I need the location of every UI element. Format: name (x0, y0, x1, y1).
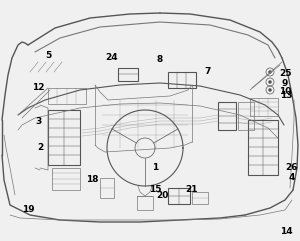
Text: 8: 8 (157, 55, 163, 65)
Text: 13: 13 (280, 92, 292, 100)
Bar (100, 178, 114, 198)
Bar (250, 98, 278, 116)
Text: 26: 26 (286, 163, 298, 173)
Text: 1: 1 (152, 163, 158, 173)
Bar (192, 192, 208, 204)
Text: 9: 9 (282, 80, 288, 88)
Text: 18: 18 (86, 175, 98, 185)
Text: 12: 12 (32, 83, 44, 93)
Text: 21: 21 (186, 186, 198, 194)
Circle shape (268, 80, 272, 83)
Bar (48, 88, 86, 104)
Text: 4: 4 (289, 174, 295, 182)
Text: 14: 14 (280, 228, 292, 236)
Bar (168, 188, 190, 204)
Text: 2: 2 (37, 143, 43, 153)
Bar (168, 72, 196, 88)
Circle shape (268, 71, 272, 74)
Text: 25: 25 (279, 69, 291, 79)
Text: 15: 15 (149, 186, 161, 194)
Text: 24: 24 (106, 54, 118, 62)
Bar (48, 110, 80, 165)
Text: 3: 3 (35, 118, 41, 127)
Bar (118, 68, 138, 81)
Text: 10: 10 (279, 87, 291, 96)
Circle shape (268, 88, 272, 92)
Bar (52, 168, 80, 190)
Text: 19: 19 (22, 206, 34, 214)
Text: 7: 7 (205, 67, 211, 76)
Bar (248, 120, 278, 175)
Text: 5: 5 (45, 52, 51, 60)
Bar (238, 102, 254, 130)
Text: 20: 20 (156, 190, 168, 200)
Bar (218, 102, 236, 130)
